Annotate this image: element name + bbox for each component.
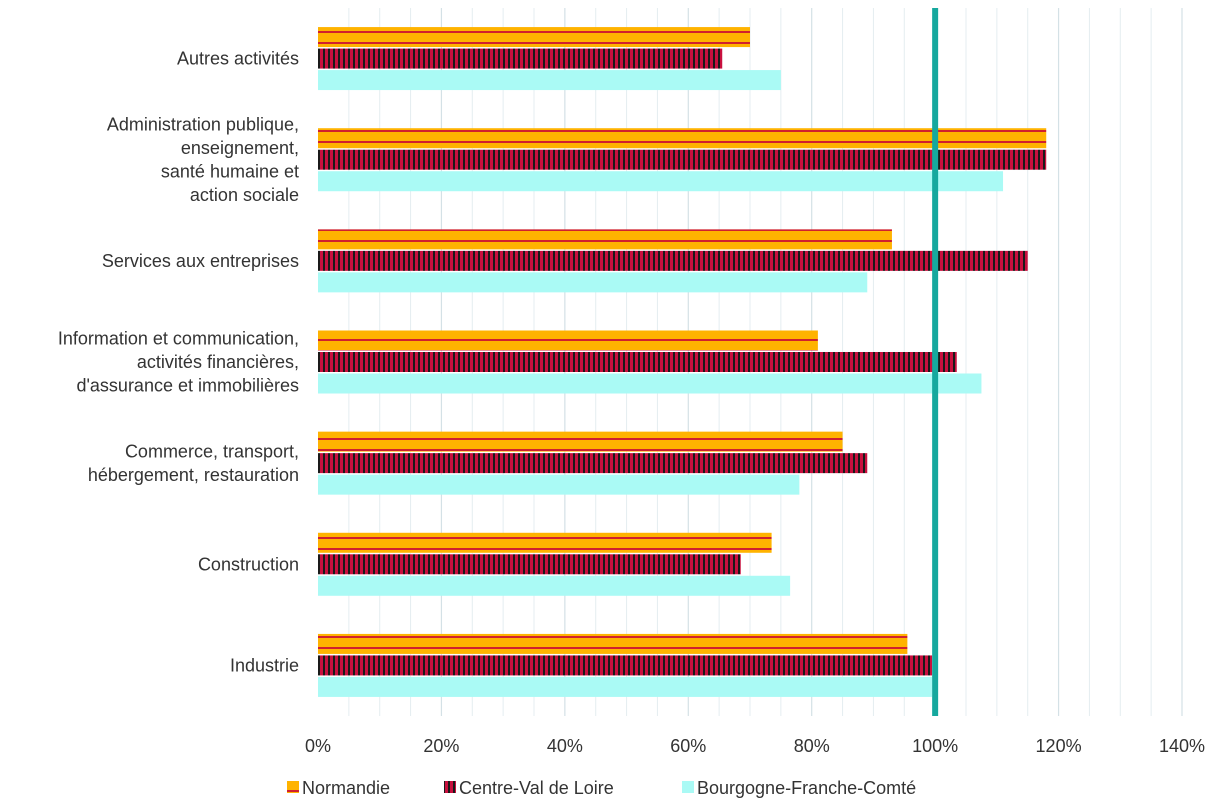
bar-bourgogne-franche-comt--4 <box>318 474 800 495</box>
bar-centre-val-de-loire-5 <box>318 554 741 575</box>
category-label: action sociale <box>190 185 299 205</box>
legend-swatch-normandie <box>287 781 299 793</box>
x-tick-label: 100% <box>912 736 958 756</box>
legend-swatch-bourgogne-franche-comt- <box>682 781 694 793</box>
x-tick-label: 40% <box>547 736 583 756</box>
legend: Normandie Centre-Val de Loire Bourgogne-Fr… <box>287 778 916 798</box>
category-label: Commerce, transport, <box>125 441 299 461</box>
x-tick-label: 0% <box>305 736 331 756</box>
bar-bourgogne-franche-comt--6 <box>318 676 933 697</box>
bar-bourgogne-franche-comt--1 <box>318 171 1004 192</box>
bar-normandie-0 <box>318 27 750 48</box>
bar-centre-val-de-loire-1 <box>318 149 1047 170</box>
bar-bourgogne-franche-comt--3 <box>318 373 982 394</box>
legend-swatch-centre-val-de-loire <box>444 781 456 793</box>
x-tick-label: 120% <box>1036 736 1082 756</box>
bar-normandie-6 <box>318 633 908 654</box>
category-label: Services aux entreprises <box>102 251 299 271</box>
bar-normandie-2 <box>318 229 892 250</box>
category-label: Administration publique, <box>107 114 299 134</box>
bar-centre-val-de-loire-0 <box>318 48 723 69</box>
bar-centre-val-de-loire-4 <box>318 453 868 474</box>
category-label: Autres activités <box>177 49 299 69</box>
bars-layer <box>318 27 1047 697</box>
bar-bourgogne-franche-comt--2 <box>318 272 868 293</box>
category-label: hébergement, restauration <box>88 465 299 485</box>
bar-normandie-5 <box>318 532 772 553</box>
x-tick-label: 80% <box>794 736 830 756</box>
bar-normandie-1 <box>318 128 1047 149</box>
legend-label: Bourgogne-Franche-Comté <box>697 778 916 798</box>
category-label: Construction <box>198 554 299 574</box>
bar-centre-val-de-loire-2 <box>318 250 1028 271</box>
category-label: santé humaine et <box>161 161 299 181</box>
x-axis-ticks: 0% 20% 40% 60% 80% 100% 120% 140% <box>305 736 1205 756</box>
legend-label: Centre-Val de Loire <box>459 778 614 798</box>
bar-bourgogne-franche-comt--0 <box>318 70 781 91</box>
x-tick-label: 140% <box>1159 736 1205 756</box>
bar-centre-val-de-loire-6 <box>318 655 933 676</box>
x-tick-label: 60% <box>670 736 706 756</box>
category-label: Information et communication, <box>58 329 299 349</box>
legend-label: Normandie <box>302 778 390 798</box>
bar-normandie-4 <box>318 431 843 452</box>
category-label: d'assurance et immobilières <box>76 376 299 396</box>
bar-centre-val-de-loire-3 <box>318 352 957 372</box>
category-label: activités financières, <box>137 352 299 372</box>
bar-normandie-3 <box>318 330 818 351</box>
x-tick-label: 20% <box>423 736 459 756</box>
category-label: Industrie <box>230 655 299 675</box>
bar-bourgogne-franche-comt--5 <box>318 575 791 596</box>
category-label: enseignement, <box>181 138 299 158</box>
category-labels: Autres activités Administration publique,… <box>58 49 299 676</box>
